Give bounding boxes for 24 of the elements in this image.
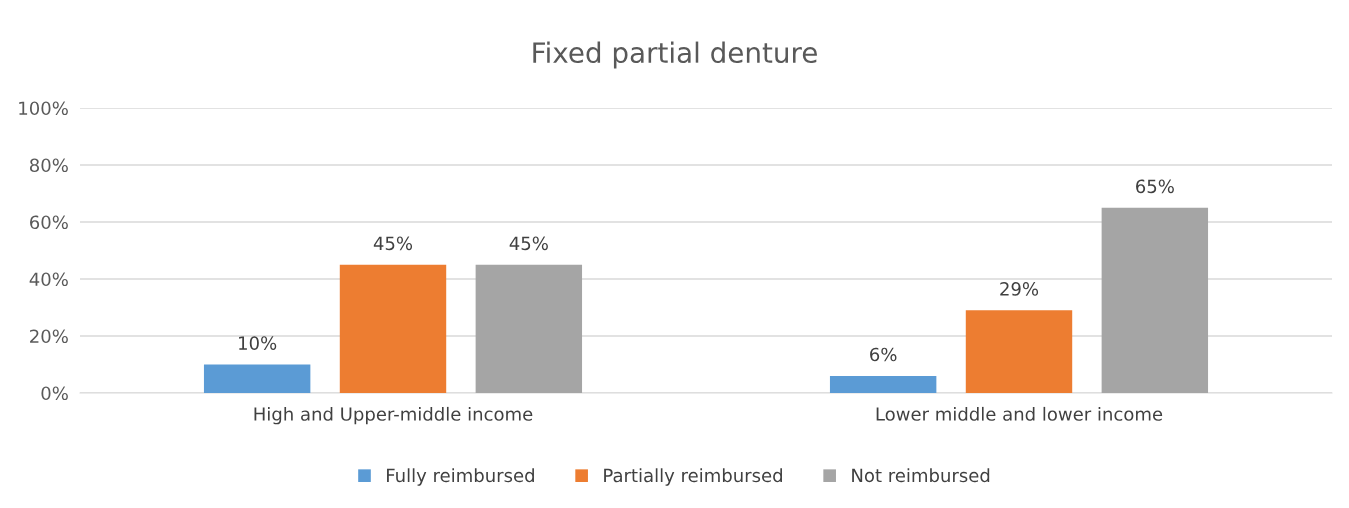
- x-tick-label: High and Upper-middle income: [254, 406, 533, 425]
- y-tick-label: 0%: [41, 386, 68, 401]
- text: 65%: [1136, 179, 1174, 194]
- bar: [475, 264, 583, 393]
- text: 6%: [870, 347, 897, 362]
- y-tick-label: 100%: [19, 101, 68, 116]
- x-tick-label: Lower middle and lower income: [876, 406, 1163, 421]
- legend-label: Fully reimbursed: [387, 468, 534, 486]
- text: 45%: [509, 236, 548, 251]
- text: 10%: [239, 336, 277, 350]
- legend-label: Not reimbursed: [852, 468, 990, 483]
- bar: [829, 375, 937, 393]
- bar: [339, 264, 447, 393]
- y-tick-label: 60%: [30, 215, 68, 230]
- y-tick-label: 80%: [29, 158, 68, 173]
- y-tick-label: 40%: [29, 272, 68, 287]
- legend-label: Partially reimbursed: [604, 468, 782, 486]
- bar: [965, 310, 1073, 393]
- bar: [1101, 207, 1209, 393]
- text: 29%: [1000, 282, 1039, 296]
- text: 45%: [373, 236, 413, 251]
- bar: [203, 364, 311, 393]
- chart-title: Fixed partial denture: [533, 41, 817, 69]
- y-tick-label: 20%: [30, 329, 68, 344]
